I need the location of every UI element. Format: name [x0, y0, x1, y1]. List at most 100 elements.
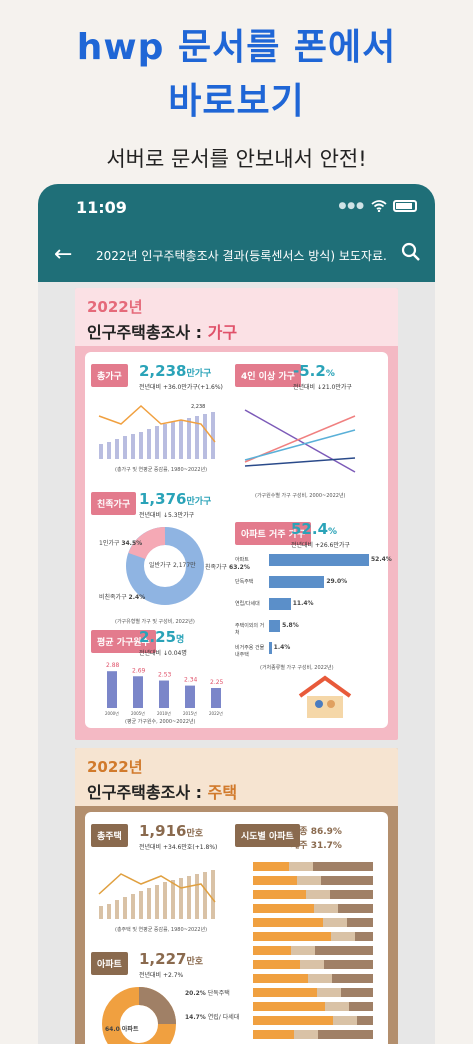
dwelling-type-bar — [269, 642, 272, 654]
region-row — [253, 876, 373, 885]
four-plus-value: -5.2% — [293, 362, 335, 380]
non-relative-label: 비친족가구 2.4% — [99, 594, 146, 601]
back-arrow-icon[interactable]: ← — [54, 242, 73, 267]
page-title-accent: 가구 — [207, 323, 238, 342]
app-bar: 11:09 ●●● ← 2022년 인구주택총조사 결과(등록센서스 방식) 보… — [38, 184, 435, 282]
four-plus-change: 전년대비 ↓21.0만가구 — [293, 384, 352, 391]
households-caption: (총가구 및 연평균 증감률, 1980~2022년) — [115, 467, 208, 473]
households-bar-chart: 2,238 — [98, 404, 216, 459]
avg-size-year-label: 2010년 — [157, 710, 171, 716]
households-value: 2,238만가구 — [139, 362, 212, 380]
region-row — [253, 932, 373, 941]
apt-count-tag: 아파트 — [91, 952, 128, 975]
wifi-icon — [371, 200, 387, 212]
region-row — [253, 862, 373, 871]
avg-size-value-label: 2.53 — [158, 672, 172, 679]
dwelling-type-value: 11.4% — [292, 600, 314, 607]
dwelling-type-label: 아파트 — [235, 557, 249, 563]
region-row — [253, 1030, 373, 1039]
document-title: 2022년 인구주택총조사 결과(등록센서스 방식) 보도자료.h... — [96, 249, 386, 263]
avg-size-value: 2.25명 — [139, 628, 185, 646]
status-time: 11:09 — [76, 198, 127, 217]
promo-title-line1: hwp 문서를 폰에서 — [76, 27, 397, 68]
status-icons: ●●● — [338, 200, 417, 212]
apartment-caption: (거처종류별 가구 구성비, 2022년) — [260, 665, 334, 671]
avg-size-year-label: 2015년 — [183, 710, 197, 716]
page-title: 인구주택총조사 : 가구 — [87, 319, 386, 343]
avg-size-caption: (평균 가구원수, 2000~2022년) — [125, 719, 196, 725]
four-plus-caption: (가구원수별 가구 구성비, 2000~2022년) — [255, 493, 346, 499]
document-page-households: 2022년 인구주택총조사 : 가구 총가구 2,238만가구 전년대비 +36… — [75, 288, 398, 740]
infographic-panel: 총가구 2,238만가구 전년대비 +36.0만가구(+1.6%) 2,238 … — [85, 352, 392, 728]
avg-size-year-label: 2005년 — [131, 710, 145, 716]
promo-title-line2: 바로보기 — [168, 81, 305, 122]
page-title-accent: 주택 — [207, 783, 238, 802]
region-sejong: 세종 86.9% — [291, 827, 342, 837]
houses-value: 1,916만호 — [139, 822, 204, 840]
donut-center-label: 일반가구 2,177만 — [149, 562, 196, 569]
region-row — [253, 988, 373, 997]
households-change: 전년대비 +36.0만가구(+1.6%) — [139, 384, 223, 391]
dwelling-type-bar — [269, 620, 281, 632]
relative-value: 1,376만가구 — [139, 490, 212, 508]
infographic-panel: 총주택 1,916만호 전년대비 +34.6만호(+1.8%) (총주택 및 연… — [85, 812, 388, 1044]
avg-size-bar-chart: 2.88 2000년 2.69 2005년 2.53 2010년 2.34 2015년 2.25… — [105, 662, 224, 716]
dwelling-type-bar — [269, 554, 369, 566]
households-peak-label: 2,238 — [191, 404, 205, 410]
avg-size-value-label: 2.25 — [210, 679, 224, 686]
dwelling-type-label: 연립/다세대 — [235, 601, 260, 607]
houses-caption: (총주택 및 연평균 증감률, 1980~2022년) — [115, 927, 208, 933]
region-row — [253, 946, 373, 955]
one-person-label: 1인가구 34.5% — [99, 540, 143, 547]
avg-size-bar — [107, 671, 117, 708]
page-year: 2022년 — [87, 758, 143, 776]
promo-subtitle: 서버로 문서를 안보내서 안전! — [106, 147, 367, 171]
dwelling-type-label: 단독주택 — [235, 579, 254, 585]
dwelling-type-value: 1.4% — [273, 644, 291, 651]
households-tag: 총가구 — [91, 364, 128, 387]
search-icon[interactable] — [401, 242, 421, 262]
houses-change: 전년대비 +34.6만호(+1.8%) — [139, 844, 218, 851]
household-type-donut — [126, 527, 204, 605]
relative-change: 전년대비 ↓5.3만가구 — [139, 512, 195, 519]
apt-count-value: 1,227만호 — [139, 950, 204, 968]
apt-count-change: 전년대비 +2.7% — [139, 972, 184, 979]
dwelling-type-bar — [269, 576, 325, 588]
apartment-value: 52.4% — [291, 520, 338, 538]
dwelling-type-label: 주택이외의 거처 — [235, 623, 265, 636]
avg-size-bar — [133, 676, 143, 708]
avg-size-tag: 평균 가구원수 — [91, 630, 156, 653]
houses-bar-chart — [98, 870, 216, 919]
page-header: 2022년 인구주택총조사 : 가구 — [75, 288, 398, 346]
phone-screen: 11:09 ●●● ← 2022년 인구주택총조사 결과(등록센서스 방식) 보… — [38, 184, 435, 1044]
region-row — [253, 974, 373, 983]
signal-icon: ●●● — [338, 201, 365, 211]
dwelling-type-value: 5.8% — [282, 622, 299, 629]
document-page-housing: 2022년 인구주택총조사 : 주택 총주택 1,916만호 전년대비 +34.… — [75, 748, 398, 1044]
relative-caption: (가구유형별 가구 및 구성비, 2022년) — [115, 619, 195, 625]
apartment-tag: 아파트 거주 가구 — [235, 522, 312, 545]
page-header: 2022년 인구주택총조사 : 주택 — [75, 748, 398, 806]
dwelling-type-bar — [269, 598, 291, 610]
avg-size-year-label: 2000년 — [105, 710, 119, 716]
houses-tag: 총주택 — [91, 824, 128, 847]
apartment-change: 전년대비 +26.6만가구 — [291, 542, 350, 549]
dwelling-type-value: 52.4% — [371, 556, 392, 563]
detached-share-label: 20.2% 단독주택 — [185, 990, 230, 997]
relative-label: 친족가구 63.2% — [205, 564, 250, 571]
four-plus-tag: 4인 이상 가구 — [235, 364, 301, 387]
house-family-illustration — [298, 675, 352, 718]
avg-size-bar — [159, 680, 169, 708]
dwelling-type-value: 29.0% — [326, 578, 348, 585]
household-size-line-chart — [244, 409, 356, 473]
region-row — [253, 918, 373, 927]
battery-icon — [393, 200, 417, 212]
avg-size-value-label: 2.34 — [184, 677, 198, 684]
housing-type-donut — [102, 987, 176, 1044]
region-row — [253, 1016, 373, 1025]
avg-size-bar — [185, 685, 195, 708]
avg-size-change: 전년대비 ↓0.04명 — [139, 650, 187, 657]
apt-share-label: 64.0 아파트 — [105, 1026, 139, 1033]
relative-tag: 친족가구 — [91, 492, 137, 515]
dwelling-type-label: 비거주용 건물내주택 — [235, 645, 265, 658]
